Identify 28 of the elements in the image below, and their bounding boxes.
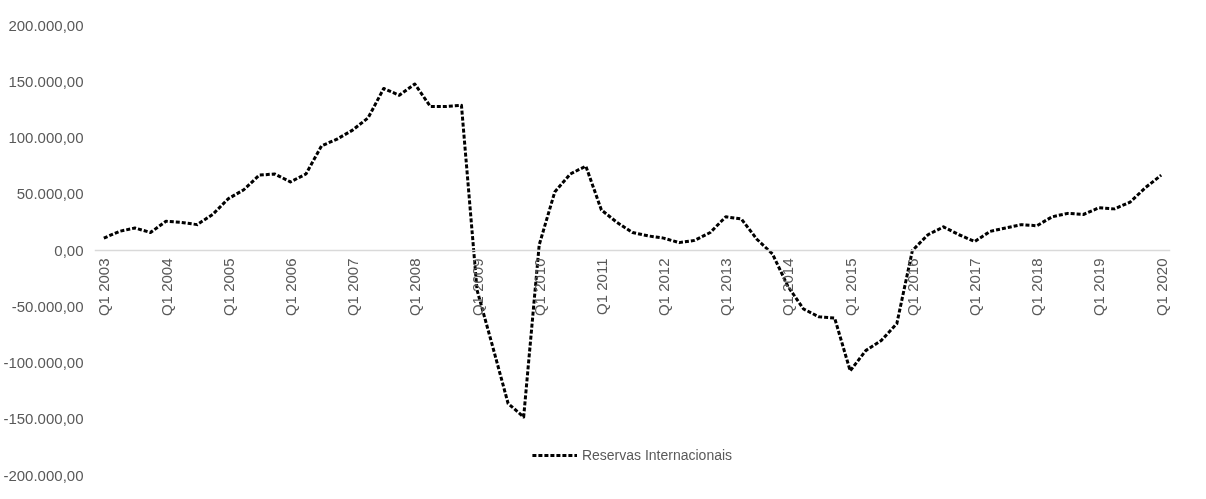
y-tick-label: 0,00: [54, 241, 84, 259]
y-tick-label: -200.000,00: [3, 466, 84, 484]
x-tick-label: Q1 2005: [219, 258, 237, 317]
x-tick-label: Q1 2020: [1152, 258, 1170, 317]
x-tick-label: Q1 2010: [530, 258, 548, 317]
y-tick-label: -100.000,00: [3, 354, 84, 371]
x-tick-label: Q1 2014: [779, 258, 797, 317]
x-tick-label: Q1 2003: [95, 258, 113, 317]
x-tick-label: Q1 2008: [406, 258, 424, 317]
x-tick-label: Q1 2017: [966, 258, 984, 317]
x-tick-label: Q1 2016: [903, 258, 921, 317]
x-tick-label: Q1 2013: [717, 258, 735, 317]
x-tick-label: Q1 2019: [1090, 258, 1108, 317]
y-tick-label: -50.000,00: [11, 297, 84, 315]
x-tick-label: Q1 2012: [655, 258, 673, 317]
x-tick-label: Q1 2007: [344, 258, 362, 317]
x-tick-label: Q1 2009: [468, 258, 486, 317]
x-tick-label: Q1 2004: [157, 258, 175, 317]
legend-label: Reservas Internacionais: [581, 447, 733, 463]
y-tick-label: 200.000,00: [8, 16, 84, 34]
y-tick-label: 100.000,00: [8, 129, 84, 146]
x-tick-label: Q1 2006: [281, 258, 299, 317]
y-tick-label: 150.000,00: [8, 72, 84, 90]
x-tick-label: Q1 2015: [841, 258, 859, 317]
x-tick-label: Q1 2018: [1028, 258, 1046, 317]
y-tick-label: 50.000,00: [16, 185, 84, 203]
y-tick-label: -150.000,00: [3, 410, 84, 428]
x-tick-label: Q1 2011: [592, 258, 610, 315]
